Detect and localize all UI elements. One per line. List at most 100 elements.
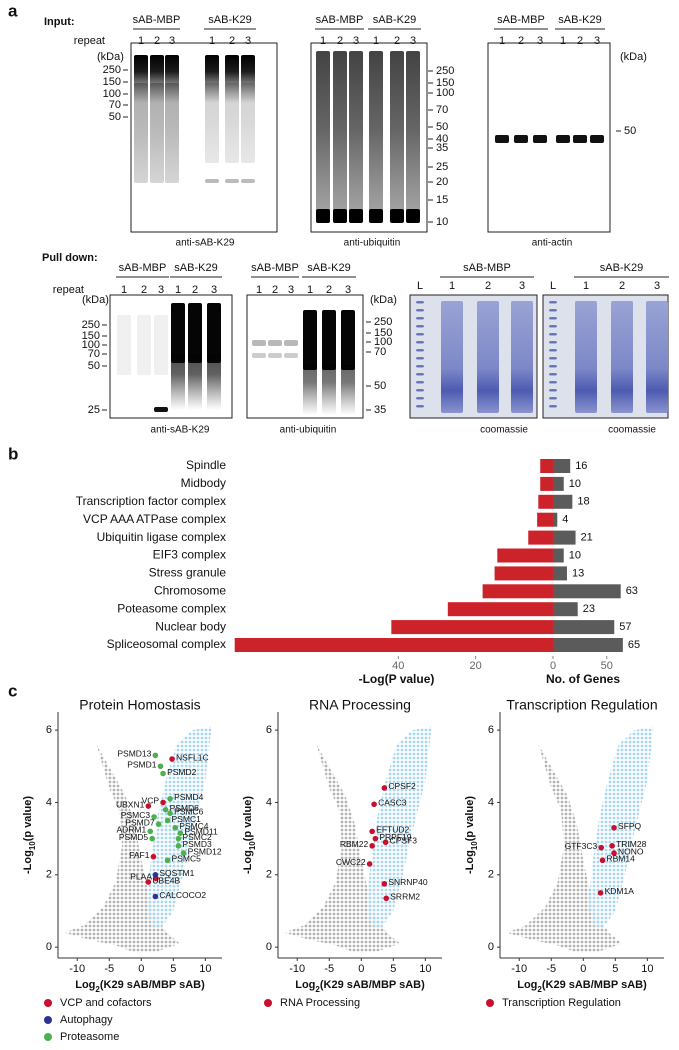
point-label: PSMD4 [174,792,204,802]
band [390,209,404,223]
value-label: 18 [577,496,589,508]
point-label: PSMC4 [179,821,209,831]
marker-label: 25 [436,161,448,173]
group-label: sAB-K29 [307,262,350,274]
smear [406,51,420,211]
marker-label: 100 [82,339,100,351]
band [533,135,547,143]
blot [487,42,611,233]
group-label: sAB-K29 [174,262,217,274]
smear [205,83,219,163]
category-label: Spliceosomal complex [107,637,226,651]
smear [207,355,221,410]
axis-title-part: 10 [28,841,37,850]
bar [553,530,576,545]
group-label: sAB-MBP [119,262,167,274]
axis-title-part: Log [295,979,315,991]
blot [109,294,233,419]
kda-label: (kDa) [82,294,109,306]
point-label: PLAA [130,872,152,882]
axis-title-part: 10 [248,841,257,850]
point-label: CPSF3 [390,835,418,845]
x-tick-label: 10 [419,963,431,975]
point-label: PSMD12 [188,846,222,856]
category-label: Nuclear body [155,619,226,633]
band [549,389,557,392]
bar [553,512,558,527]
category-label: VCP AAA ATPase complex [83,512,226,526]
point [382,839,389,846]
lane-label: 1 [449,280,455,292]
group-label: sAB-MBP [133,14,181,26]
axis-title-part: 2 [315,985,320,994]
point-label: PSMC1 [172,814,202,824]
band [416,381,424,384]
band [416,341,424,344]
lane [441,301,463,413]
x-axis-title: -Log(P value) [359,672,435,686]
band [406,209,420,223]
band [284,353,298,358]
band [369,209,383,223]
kda-label: (kDa) [97,51,124,63]
band [573,135,587,143]
band [590,135,604,143]
smear [333,51,347,211]
band [241,179,255,183]
x-tick-label: 20 [470,660,482,672]
band [549,317,557,320]
marker-label: 25 [88,404,100,416]
axis-title-part: -Log [242,850,254,874]
lane-label: 3 [288,284,294,296]
point-label: PSMD2 [167,767,197,777]
x-tick-label: 0 [580,963,586,975]
y-tick-label: 6 [266,724,272,736]
smear [303,365,317,415]
lane-label: 2 [326,284,332,296]
point [152,752,159,759]
x-tick-label: -10 [69,963,85,975]
lane-label: 3 [537,35,543,47]
bar [553,620,615,635]
lane [511,301,533,413]
band [549,373,557,376]
lane-label: 3 [245,35,251,47]
point [611,850,617,856]
value-label: 57 [619,621,631,633]
marker-label: 100 [103,88,121,100]
lane-label: 3 [158,284,164,296]
bar [553,638,623,652]
bar [391,620,553,635]
axis-title-part: (K29 sAB/MBP sAB) [320,979,425,991]
band [549,333,557,336]
point-cloud [366,726,432,930]
smear [188,355,202,410]
legend-swatch [44,1033,52,1041]
point-label: UBE4B [152,875,180,885]
y-tick-label: 0 [488,941,494,953]
group-label: sAB-K29 [600,262,643,274]
point [383,895,390,902]
band [341,310,355,370]
lane-label: 1 [560,35,566,47]
axis-title-part: Log [75,979,95,991]
group-label: sAB-K29 [558,14,601,26]
band [252,340,266,346]
lane-label: 3 [345,284,351,296]
bar [553,584,621,599]
point [180,850,187,856]
x-tick-label: -10 [511,963,527,975]
band [268,353,282,358]
band [171,303,185,363]
bar [540,459,553,473]
lane [611,301,633,413]
marker-label: 150 [103,76,121,88]
band [416,397,424,400]
point [372,835,379,842]
band [549,365,557,368]
point-cloud [284,744,400,953]
category-label: Spindle [186,458,226,472]
band [556,135,570,143]
point-label: SQSTM1 [159,868,194,878]
smear [154,315,168,375]
